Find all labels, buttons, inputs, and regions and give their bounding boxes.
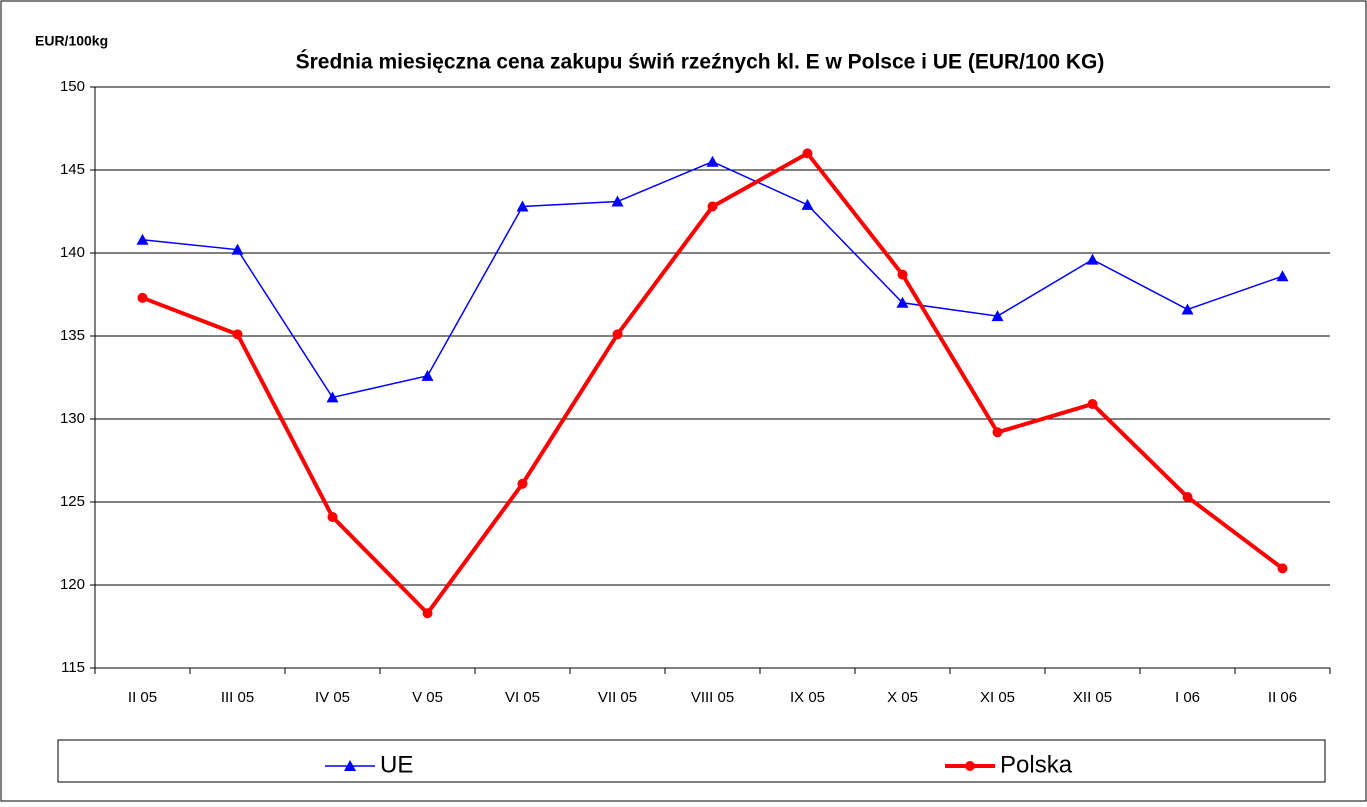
marker bbox=[326, 391, 339, 403]
marker bbox=[136, 233, 149, 245]
marker bbox=[137, 292, 148, 303]
marker bbox=[517, 478, 528, 489]
y-tick-label: 145 bbox=[60, 161, 85, 178]
x-tick-label: IV 05 bbox=[315, 689, 350, 706]
legend-box bbox=[57, 739, 1326, 783]
x-tick-label: I 06 bbox=[1175, 689, 1200, 706]
y-tick-label: 130 bbox=[60, 410, 85, 427]
marker bbox=[801, 198, 814, 210]
marker bbox=[707, 201, 718, 212]
marker bbox=[421, 369, 434, 381]
marker bbox=[611, 195, 624, 207]
marker bbox=[344, 760, 356, 771]
legend-label: Polska bbox=[1000, 751, 1073, 778]
y-axis-label: EUR/100kg bbox=[35, 33, 108, 49]
marker bbox=[706, 155, 719, 167]
x-tick-label: X 05 bbox=[887, 689, 918, 706]
y-tick-label: 125 bbox=[60, 493, 85, 510]
marker bbox=[1276, 270, 1289, 282]
marker bbox=[612, 329, 623, 340]
marker bbox=[1182, 492, 1193, 503]
x-tick-label: V 05 bbox=[412, 689, 443, 706]
marker bbox=[1086, 253, 1099, 265]
marker bbox=[1087, 399, 1098, 410]
marker bbox=[1181, 303, 1194, 315]
marker bbox=[992, 427, 1003, 438]
marker bbox=[896, 296, 909, 308]
marker bbox=[327, 511, 338, 522]
x-tick-label: II 05 bbox=[128, 689, 157, 706]
marker bbox=[965, 761, 975, 771]
y-tick-label: 135 bbox=[60, 327, 85, 344]
marker bbox=[1277, 563, 1288, 574]
x-tick-label: VII 05 bbox=[598, 689, 637, 706]
x-tick-label: III 05 bbox=[221, 689, 254, 706]
marker bbox=[231, 243, 244, 255]
marker bbox=[991, 310, 1004, 322]
y-tick-label: 120 bbox=[60, 576, 85, 593]
marker bbox=[897, 269, 908, 280]
y-tick-label: 150 bbox=[60, 78, 85, 95]
x-tick-label: XII 05 bbox=[1073, 689, 1112, 706]
x-tick-label: II 06 bbox=[1268, 689, 1297, 706]
marker bbox=[422, 608, 433, 619]
x-tick-label: VI 05 bbox=[505, 689, 540, 706]
chart-title: Średnia miesięczna cena zakupu świń rzeź… bbox=[296, 50, 1105, 74]
x-tick-label: VIII 05 bbox=[691, 689, 734, 706]
x-tick-label: XI 05 bbox=[980, 689, 1015, 706]
legend-label: UE bbox=[380, 751, 413, 778]
y-tick-label: 115 bbox=[61, 659, 85, 676]
marker bbox=[516, 200, 529, 212]
x-tick-label: IX 05 bbox=[790, 689, 825, 706]
marker bbox=[802, 148, 813, 159]
marker bbox=[232, 329, 243, 340]
y-tick-label: 140 bbox=[60, 244, 85, 261]
